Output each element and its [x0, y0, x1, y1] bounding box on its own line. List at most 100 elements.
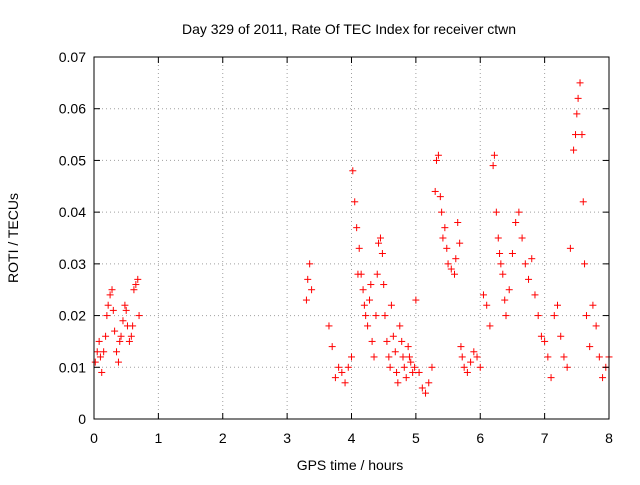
- data-point: [541, 337, 549, 345]
- data-point: [411, 363, 419, 371]
- data-point: [537, 332, 545, 340]
- data-point: [479, 291, 487, 299]
- data-point: [501, 296, 509, 304]
- x-tick-label: 1: [154, 430, 162, 446]
- data-point: [496, 250, 504, 258]
- data-point: [554, 301, 561, 309]
- x-tick-label: 5: [412, 430, 420, 446]
- data-point: [96, 353, 104, 361]
- data-point: [119, 317, 127, 325]
- data-point: [405, 353, 413, 361]
- data-point: [404, 343, 412, 351]
- data-point: [525, 275, 533, 283]
- data-point: [108, 286, 116, 294]
- data-point: [106, 291, 114, 299]
- data-point: [386, 363, 394, 371]
- data-point: [391, 348, 399, 356]
- data-point: [373, 270, 381, 278]
- y-tick-label: 0.03: [59, 256, 86, 272]
- data-point: [132, 281, 140, 289]
- data-point: [494, 234, 502, 242]
- data-point: [341, 379, 349, 387]
- data-point: [364, 322, 372, 330]
- data-point: [425, 379, 433, 387]
- data-point: [432, 156, 440, 164]
- data-point: [116, 337, 124, 345]
- data-point: [586, 343, 594, 351]
- data-point: [385, 353, 393, 361]
- data-point: [557, 332, 565, 340]
- y-tick-label: 0.07: [59, 49, 86, 65]
- data-point: [335, 363, 343, 371]
- data-point: [441, 224, 449, 232]
- data-point: [121, 301, 129, 309]
- grid: [94, 57, 609, 419]
- data-point: [563, 363, 571, 371]
- data-point: [111, 327, 119, 335]
- data-point: [502, 312, 510, 320]
- data-point: [576, 79, 584, 87]
- data-point: [398, 337, 406, 345]
- data-point: [353, 224, 361, 232]
- data-point: [428, 363, 436, 371]
- data-point: [331, 374, 339, 382]
- data-point: [355, 244, 363, 252]
- y-axis-label: ROTI / TECUs: [5, 193, 21, 283]
- data-point: [483, 301, 491, 309]
- data-point: [463, 368, 471, 376]
- data-point: [102, 332, 110, 340]
- data-point: [434, 151, 442, 159]
- y-tick-label: 0.04: [59, 204, 86, 220]
- data-point: [409, 368, 417, 376]
- data-point: [302, 296, 310, 304]
- data-points: [91, 79, 613, 397]
- data-point: [129, 322, 137, 330]
- data-point: [372, 312, 380, 320]
- data-point: [304, 275, 312, 283]
- data-point: [497, 260, 505, 268]
- data-point: [452, 255, 460, 263]
- axis-ticks: 0 1 2 3 4 5 6 7 8 0 0.01 0.02 0.03 0.04 0.05 0.06 0.07: [59, 49, 613, 446]
- data-point: [103, 312, 111, 320]
- data-point: [100, 348, 108, 356]
- data-point: [407, 358, 415, 366]
- data-point: [589, 301, 597, 309]
- data-point: [370, 353, 378, 361]
- data-point: [95, 337, 103, 345]
- data-point: [521, 260, 529, 268]
- data-point: [399, 353, 407, 361]
- data-point: [125, 337, 133, 345]
- data-point: [436, 193, 444, 201]
- data-point: [383, 337, 391, 345]
- data-point: [508, 250, 516, 258]
- data-point: [438, 208, 446, 216]
- y-tick-label: 0.02: [59, 308, 86, 324]
- data-point: [560, 353, 568, 361]
- data-point: [582, 312, 590, 320]
- x-tick-label: 0: [90, 430, 98, 446]
- data-point: [360, 301, 368, 309]
- data-point: [306, 260, 314, 268]
- data-point: [308, 286, 316, 294]
- data-point: [328, 343, 336, 351]
- data-point: [574, 94, 582, 102]
- data-point: [98, 368, 106, 376]
- data-point: [490, 151, 498, 159]
- data-point: [476, 363, 484, 371]
- data-point: [460, 363, 468, 371]
- data-point: [473, 353, 481, 361]
- x-tick-label: 6: [476, 430, 484, 446]
- data-point: [579, 198, 587, 206]
- data-point: [113, 348, 121, 356]
- data-point: [351, 198, 359, 206]
- data-point: [439, 234, 447, 242]
- data-point: [396, 322, 404, 330]
- data-point: [387, 301, 395, 309]
- data-point: [454, 218, 462, 226]
- data-point: [378, 250, 386, 258]
- data-point: [595, 353, 603, 361]
- data-point: [573, 110, 581, 118]
- data-point: [127, 332, 135, 340]
- data-point: [451, 270, 458, 278]
